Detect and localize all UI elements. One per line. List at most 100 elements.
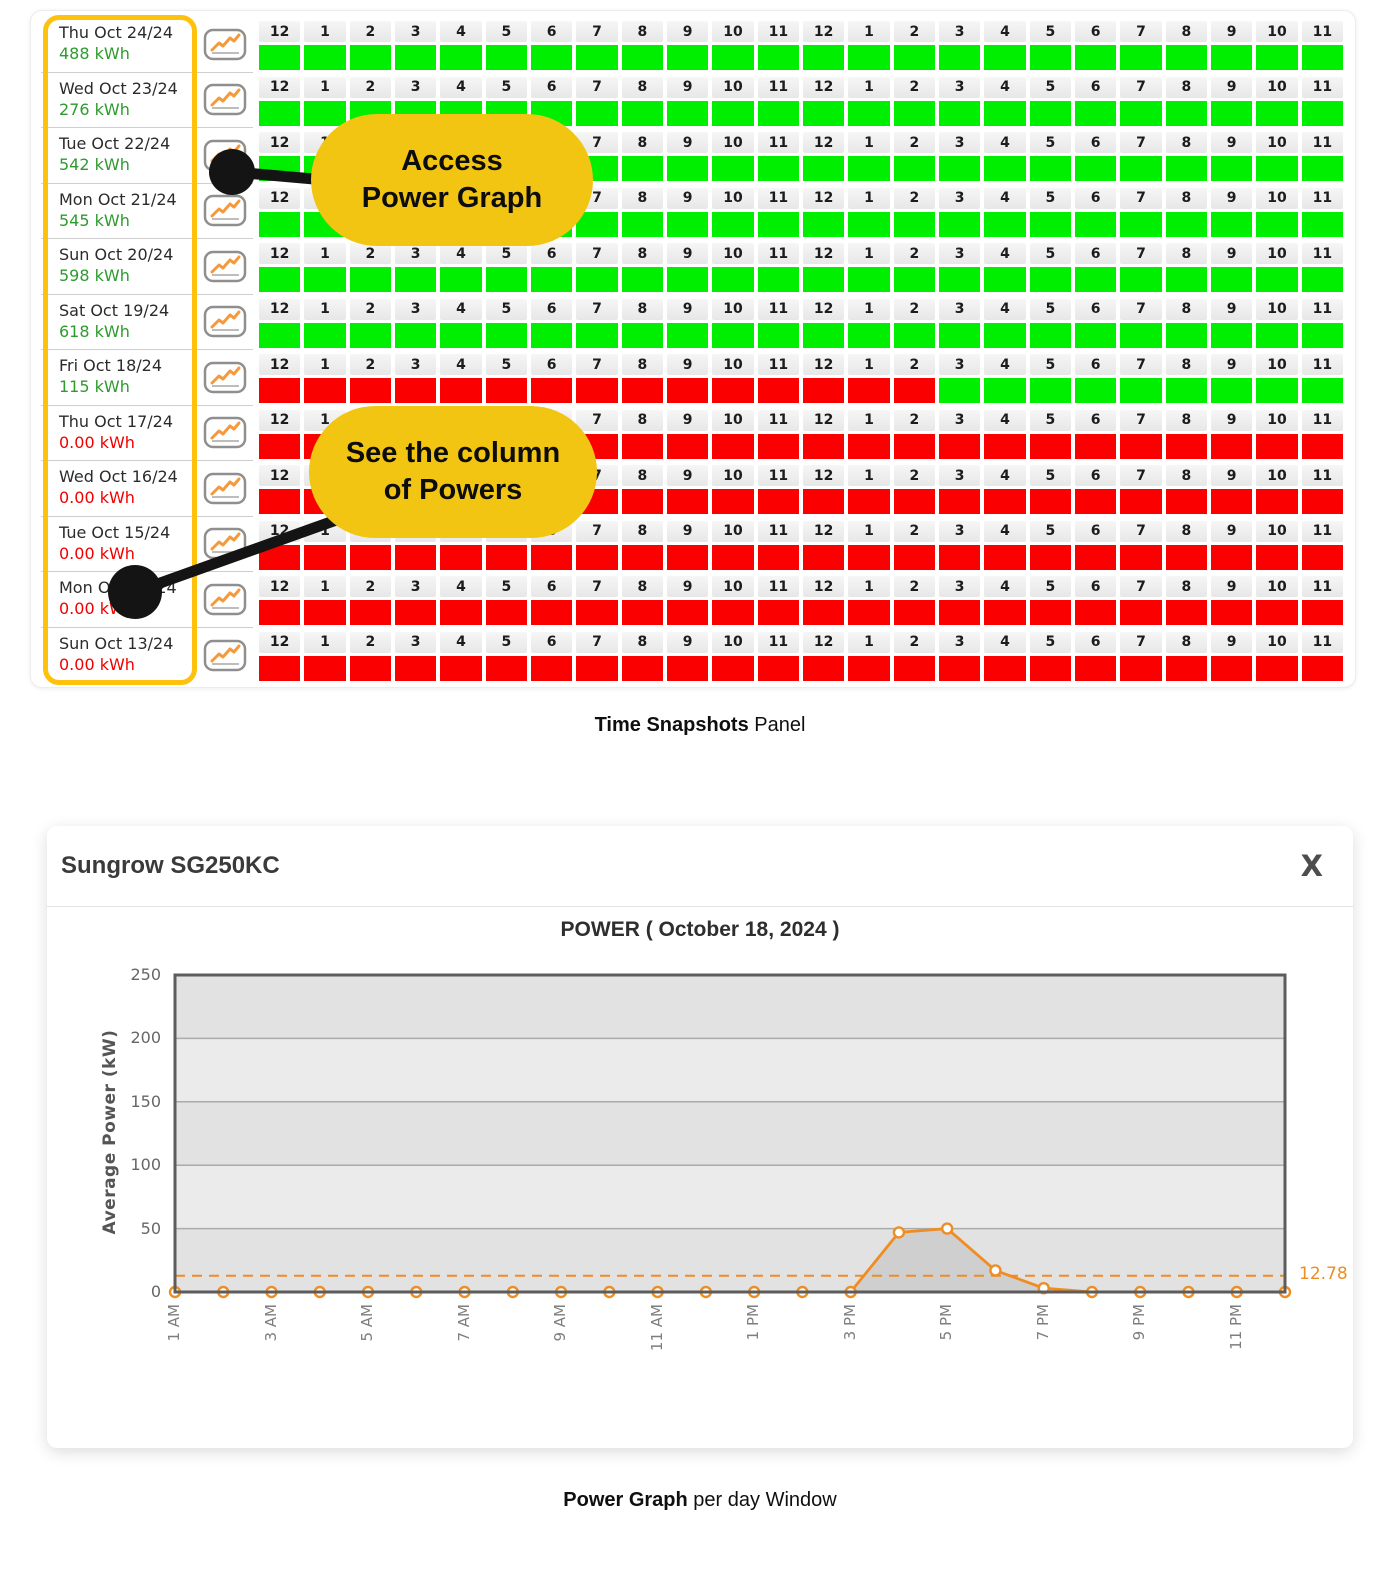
hour-status-cell[interactable] [802, 211, 845, 237]
power-graph-button[interactable] [203, 472, 247, 505]
hour-status-cell[interactable] [1210, 45, 1253, 70]
hour-status-cell[interactable] [1074, 655, 1117, 681]
hour-status-cell[interactable] [1074, 433, 1117, 459]
hour-status-cell[interactable] [757, 600, 799, 625]
hour-status-cell[interactable] [259, 100, 301, 126]
power-graph-button[interactable] [203, 583, 247, 616]
hour-status-cell[interactable] [1301, 45, 1343, 70]
hour-status-cell[interactable] [1120, 267, 1162, 292]
hour-status-cell[interactable] [848, 378, 890, 403]
hour-status-cell[interactable] [1301, 544, 1343, 570]
hour-status-cell[interactable] [1120, 156, 1162, 181]
hour-status-cell[interactable] [349, 600, 391, 625]
hour-status-cell[interactable] [1120, 211, 1162, 237]
hour-status-cell[interactable] [1029, 378, 1071, 403]
hour-status-cell[interactable] [440, 322, 482, 348]
hour-status-cell[interactable] [712, 100, 754, 126]
hour-status-cell[interactable] [1210, 100, 1253, 126]
hour-status-cell[interactable] [440, 45, 482, 70]
hour-status-cell[interactable] [802, 45, 845, 70]
hour-status-cell[interactable] [394, 322, 437, 348]
hour-status-cell[interactable] [576, 45, 618, 70]
hour-status-cell[interactable] [938, 322, 981, 348]
hour-status-cell[interactable] [666, 433, 709, 459]
hour-status-cell[interactable] [712, 267, 754, 292]
hour-status-cell[interactable] [1029, 433, 1071, 459]
hour-status-cell[interactable] [259, 267, 301, 292]
hour-status-cell[interactable] [848, 544, 890, 570]
hour-status-cell[interactable] [576, 655, 618, 681]
hour-status-cell[interactable] [1210, 544, 1253, 570]
hour-status-cell[interactable] [1074, 45, 1117, 70]
hour-status-cell[interactable] [1074, 544, 1117, 570]
hour-status-cell[interactable] [848, 156, 890, 181]
hour-status-cell[interactable] [938, 156, 981, 181]
hour-status-cell[interactable] [1256, 433, 1298, 459]
hour-status-cell[interactable] [802, 489, 845, 514]
power-graph-button[interactable] [203, 250, 247, 283]
hour-status-cell[interactable] [1165, 600, 1207, 625]
hour-status-cell[interactable] [349, 655, 391, 681]
hour-status-cell[interactable] [666, 267, 709, 292]
hour-status-cell[interactable] [304, 600, 346, 625]
hour-status-cell[interactable] [1120, 489, 1162, 514]
hour-status-cell[interactable] [576, 378, 618, 403]
hour-status-cell[interactable] [666, 100, 709, 126]
hour-status-cell[interactable] [530, 378, 573, 403]
hour-status-cell[interactable] [259, 211, 301, 237]
hour-status-cell[interactable] [666, 156, 709, 181]
hour-status-cell[interactable] [802, 100, 845, 126]
hour-status-cell[interactable] [666, 544, 709, 570]
hour-status-cell[interactable] [1029, 544, 1071, 570]
hour-status-cell[interactable] [984, 156, 1026, 181]
hour-status-cell[interactable] [304, 100, 346, 126]
hour-status-cell[interactable] [1256, 267, 1298, 292]
hour-status-cell[interactable] [757, 322, 799, 348]
hour-status-cell[interactable] [1301, 600, 1343, 625]
hour-status-cell[interactable] [1210, 489, 1253, 514]
hour-status-cell[interactable] [259, 378, 301, 403]
hour-status-cell[interactable] [349, 378, 391, 403]
hour-status-cell[interactable] [938, 600, 981, 625]
hour-status-cell[interactable] [1165, 156, 1207, 181]
hour-status-cell[interactable] [1165, 655, 1207, 681]
hour-status-cell[interactable] [440, 267, 482, 292]
hour-status-cell[interactable] [349, 544, 391, 570]
hour-status-cell[interactable] [712, 600, 754, 625]
power-graph-button[interactable] [203, 361, 247, 394]
hour-status-cell[interactable] [1301, 655, 1343, 681]
power-graph-button[interactable] [203, 83, 247, 116]
hour-status-cell[interactable] [1301, 267, 1343, 292]
hour-status-cell[interactable] [1120, 378, 1162, 403]
hour-status-cell[interactable] [485, 600, 527, 625]
hour-status-cell[interactable] [621, 433, 663, 459]
hour-status-cell[interactable] [757, 433, 799, 459]
power-graph-button[interactable] [203, 527, 247, 560]
hour-status-cell[interactable] [1210, 322, 1253, 348]
hour-status-cell[interactable] [259, 322, 301, 348]
hour-status-cell[interactable] [1256, 600, 1298, 625]
hour-status-cell[interactable] [1165, 378, 1207, 403]
hour-status-cell[interactable] [394, 378, 437, 403]
hour-status-cell[interactable] [621, 489, 663, 514]
hour-status-cell[interactable] [1120, 45, 1162, 70]
hour-status-cell[interactable] [1256, 544, 1298, 570]
hour-status-cell[interactable] [394, 655, 437, 681]
hour-status-cell[interactable] [938, 433, 981, 459]
hour-status-cell[interactable] [349, 45, 391, 70]
hour-status-cell[interactable] [848, 489, 890, 514]
hour-status-cell[interactable] [485, 267, 527, 292]
hour-status-cell[interactable] [1165, 489, 1207, 514]
hour-status-cell[interactable] [757, 45, 799, 70]
hour-status-cell[interactable] [1165, 322, 1207, 348]
hour-status-cell[interactable] [304, 378, 346, 403]
hour-status-cell[interactable] [1074, 156, 1117, 181]
hour-status-cell[interactable] [259, 655, 301, 681]
hour-status-cell[interactable] [1210, 600, 1253, 625]
hour-status-cell[interactable] [1301, 211, 1343, 237]
hour-status-cell[interactable] [1029, 211, 1071, 237]
hour-status-cell[interactable] [984, 45, 1026, 70]
hour-status-cell[interactable] [848, 267, 890, 292]
hour-status-cell[interactable] [757, 489, 799, 514]
hour-status-cell[interactable] [666, 45, 709, 70]
